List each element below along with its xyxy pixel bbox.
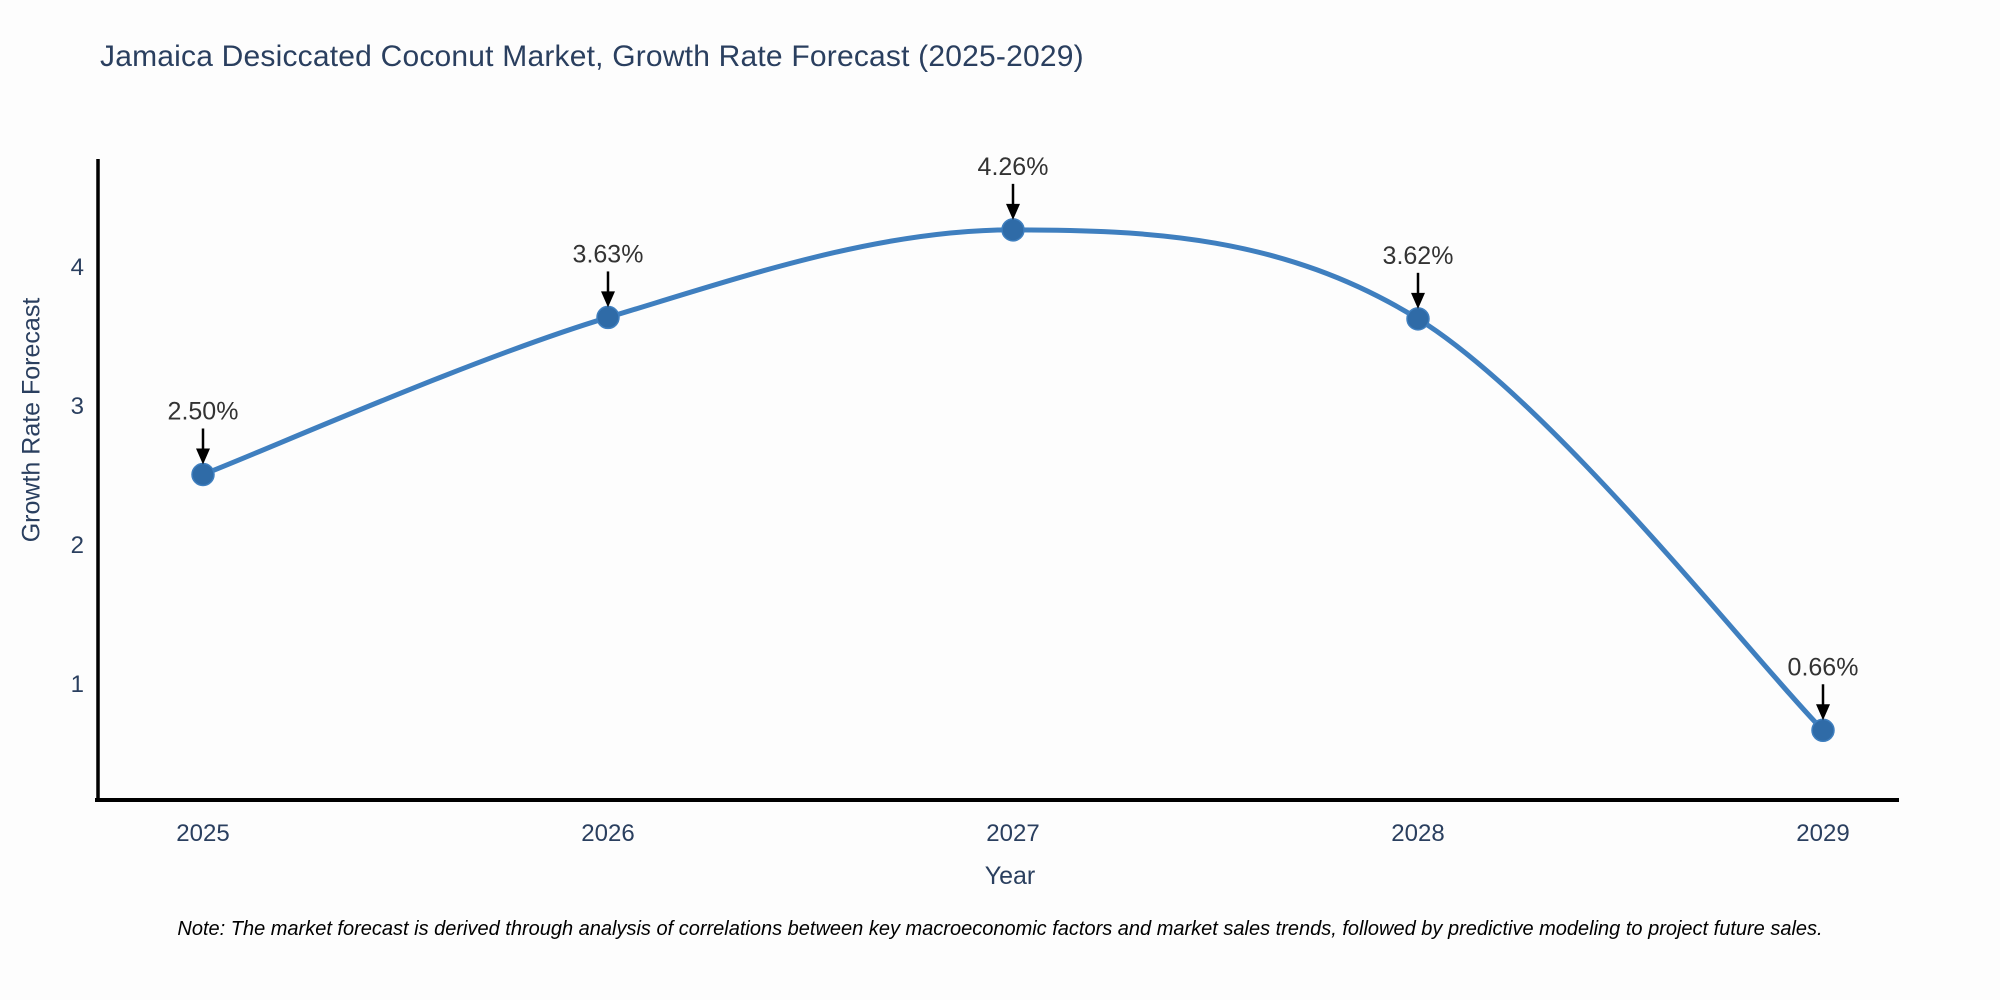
chart-title: Jamaica Desiccated Coconut Market, Growt… [100,40,1084,73]
point-annotation: 3.63% [573,240,644,268]
data-point-2026[interactable] [596,305,620,330]
data-point-2027[interactable] [1001,218,1025,242]
data-point-2029[interactable] [1811,718,1835,743]
point-annotation: 0.66% [1788,653,1859,681]
annotation-arrowhead-icon [1816,704,1830,721]
footnote: Note: The market forecast is derived thr… [177,918,1823,940]
x-axis-title: Year [984,862,1036,890]
point-annotation: 2.50% [168,398,239,426]
annotation-arrowhead-icon [1411,292,1425,309]
point-annotation: 3.62% [1383,242,1454,270]
x-tick-label: 2029 [1796,820,1849,847]
annotation-arrowhead-icon [601,291,615,308]
annotation-arrowhead-icon [196,448,210,465]
x-tick-label: 2028 [1391,820,1444,847]
series-line [200,227,1826,733]
point-annotation: 4.26% [978,153,1049,181]
y-tick-label: 1 [71,671,84,698]
data-point-2028[interactable] [1406,307,1430,331]
annotation-arrowhead-icon [1006,203,1020,220]
x-tick-label: 2026 [581,820,634,847]
y-tick-label: 4 [71,254,84,281]
x-tick-label: 2027 [986,820,1039,847]
y-tick-label: 2 [71,532,84,559]
y-tick-label: 3 [71,393,84,420]
x-tick-label: 2025 [176,820,229,847]
data-point-2025[interactable] [191,462,215,487]
